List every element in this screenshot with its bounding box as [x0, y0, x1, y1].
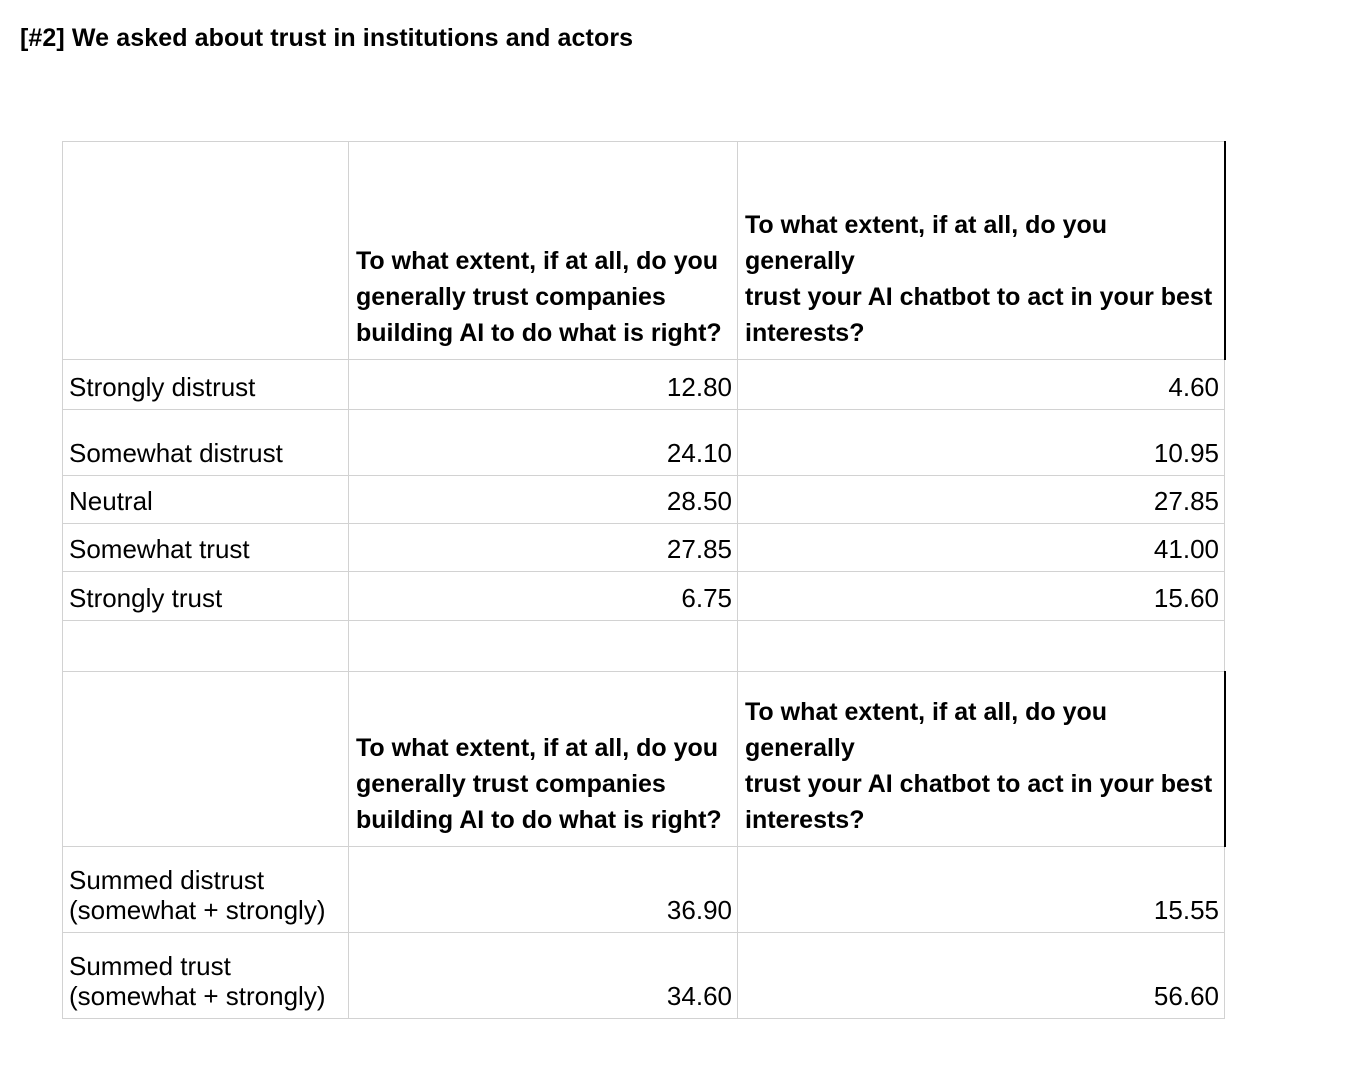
- row-label-somewhat-trust: Somewhat trust: [62, 523, 349, 572]
- row-label-strongly-distrust: Strongly distrust: [62, 359, 349, 410]
- row-label-somewhat-distrust: Somewhat distrust: [62, 409, 349, 476]
- header-row-summary: To what extent, if at all, do you genera…: [62, 671, 1226, 847]
- table-row-strongly-distrust: Strongly distrust 12.80 4.60: [62, 359, 1225, 410]
- value-cell: 24.10: [348, 409, 738, 476]
- question-header-chatbot: To what extent, if at all, do you genera…: [737, 141, 1226, 360]
- value-cell: 27.85: [737, 475, 1225, 524]
- empty-cell: [737, 620, 1225, 672]
- row-label-summed-distrust: Summed distrust (somewhat + strongly): [62, 846, 349, 933]
- value-cell: 4.60: [737, 359, 1225, 410]
- value-cell: 10.95: [737, 409, 1225, 476]
- table-row-somewhat-distrust: Somewhat distrust 24.10 10.95: [62, 409, 1225, 476]
- value-cell: 12.80: [348, 359, 738, 410]
- value-cell: 28.50: [348, 475, 738, 524]
- table-row-somewhat-trust: Somewhat trust 27.85 41.00: [62, 523, 1225, 572]
- value-cell: 6.75: [348, 571, 738, 621]
- table-row-strongly-trust: Strongly trust 6.75 15.60: [62, 571, 1225, 621]
- trust-table: To what extent, if at all, do you genera…: [62, 141, 1226, 1019]
- header-row-scale: To what extent, if at all, do you genera…: [62, 141, 1226, 360]
- empty-cell: [62, 620, 349, 672]
- row-label-strongly-trust: Strongly trust: [62, 571, 349, 621]
- corner-cell: [62, 141, 349, 360]
- value-cell: 41.00: [737, 523, 1225, 572]
- page-title: [#2] We asked about trust in institution…: [20, 24, 634, 52]
- question-header-companies-2: To what extent, if at all, do you genera…: [348, 671, 738, 847]
- row-label-neutral: Neutral: [62, 475, 349, 524]
- row-label-summed-trust: Summed trust (somewhat + strongly): [62, 932, 349, 1019]
- value-cell: 34.60: [348, 932, 738, 1019]
- value-cell: 27.85: [348, 523, 738, 572]
- value-cell: 15.60: [737, 571, 1225, 621]
- value-cell: 15.55: [737, 846, 1225, 933]
- question-header-chatbot-2: To what extent, if at all, do you genera…: [737, 671, 1226, 847]
- table-row-summed-distrust: Summed distrust (somewhat + strongly) 36…: [62, 846, 1225, 933]
- corner-cell: [62, 671, 349, 847]
- table-row-neutral: Neutral 28.50 27.85: [62, 475, 1225, 524]
- value-cell: 56.60: [737, 932, 1225, 1019]
- table-row-summed-trust: Summed trust (somewhat + strongly) 34.60…: [62, 932, 1225, 1019]
- spacer-row: [62, 620, 1225, 672]
- question-header-companies: To what extent, if at all, do you genera…: [348, 141, 738, 360]
- empty-cell: [348, 620, 738, 672]
- value-cell: 36.90: [348, 846, 738, 933]
